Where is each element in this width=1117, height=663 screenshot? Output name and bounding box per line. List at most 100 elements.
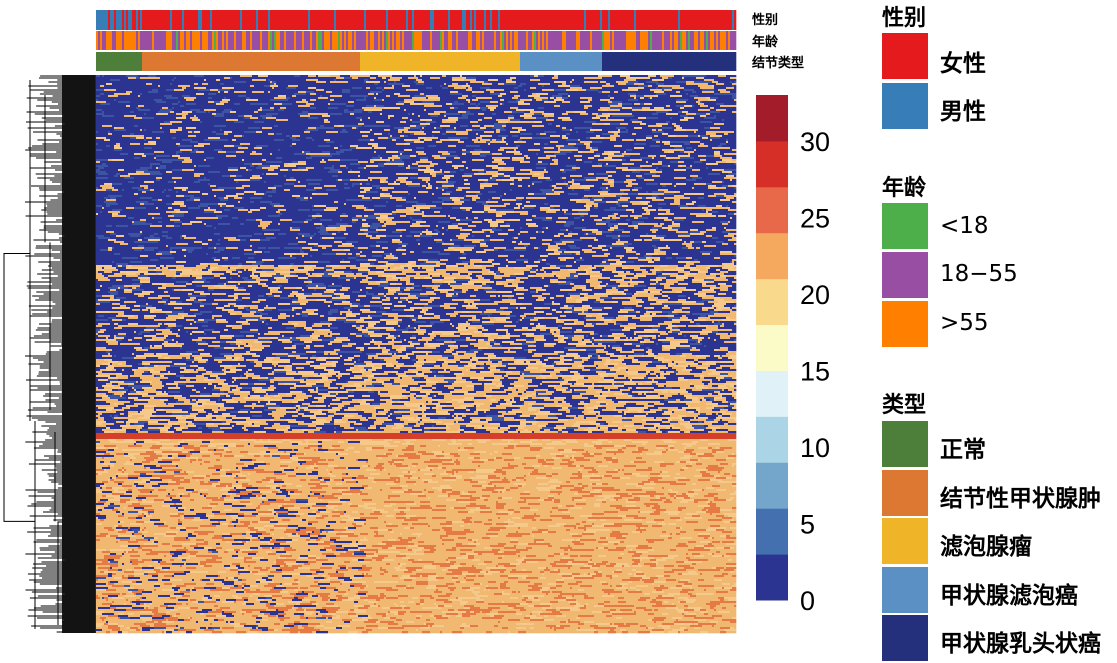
- annot-cell-gender: [272, 10, 274, 30]
- annot-cell-age: [672, 31, 674, 50]
- heatmap-cell: [472, 77, 476, 79]
- annot-cell-gender: [514, 10, 516, 30]
- annot-cell-type: [134, 52, 136, 71]
- heatmap-cell: [650, 77, 662, 79]
- heatmap-cell: [284, 75, 288, 77]
- heatmap-cell: [118, 85, 120, 87]
- annot-cell-age: [508, 31, 510, 50]
- heatmap-cell: [504, 89, 512, 91]
- heatmap-cell: [638, 89, 650, 91]
- heatmap-cell: [414, 75, 416, 77]
- heatmap-cell: [584, 79, 592, 81]
- heatmap-cell: [298, 75, 300, 77]
- heatmap-cell: [644, 79, 652, 81]
- annot-cell-gender: [204, 10, 206, 30]
- annot-cell-gender: [696, 10, 698, 30]
- annot-cell-age: [162, 31, 164, 50]
- annot-cell-gender: [178, 10, 180, 30]
- heatmap-cell: [254, 85, 260, 87]
- heatmap-cell: [452, 83, 458, 85]
- heatmap-cell: [688, 77, 696, 79]
- heatmap-cell: [424, 83, 426, 85]
- heatmap-cell: [146, 83, 152, 85]
- heatmap-cell: [724, 83, 726, 85]
- heatmap-cell: [136, 79, 148, 81]
- annot-cell-gender: [266, 10, 268, 30]
- heatmap-cell: [232, 77, 244, 79]
- annot-cell-type: [204, 52, 206, 71]
- heatmap-cell: [486, 85, 488, 87]
- heatmap-cell: [540, 77, 552, 79]
- heatmap-cell: [288, 79, 294, 81]
- heatmap-cell: [430, 75, 442, 77]
- annot-cell-age: [458, 31, 460, 50]
- heatmap-cell: [110, 79, 118, 81]
- annot-cell-type: [188, 52, 190, 71]
- heatmap-cell: [296, 77, 302, 79]
- annot-cell-age: [292, 31, 294, 50]
- annot-cell-gender: [530, 10, 532, 30]
- annot-cell-age: [424, 31, 426, 50]
- annot-cell-type: [190, 52, 192, 71]
- annot-cell-age: [514, 31, 516, 50]
- annot-cell-gender: [600, 10, 602, 30]
- heatmap-cell: [416, 79, 422, 81]
- annot-cell-age: [240, 31, 242, 50]
- heatmap-cell: [364, 89, 376, 91]
- annot-cell-age: [708, 31, 710, 50]
- heatmap-cell: [152, 83, 162, 85]
- heatmap-cell: [732, 85, 734, 87]
- annot-cell-type: [694, 52, 696, 71]
- heatmap-cell: [158, 89, 166, 91]
- annot-cell-age: [566, 31, 568, 50]
- heatmap-cell: [490, 91, 494, 93]
- annot-cell-type: [270, 52, 272, 71]
- heatmap-cell: [258, 81, 264, 83]
- annot-cell-age: [682, 31, 684, 50]
- annot-cell-age: [128, 31, 130, 50]
- annot-cell-age: [592, 31, 594, 50]
- annot-cell-age: [242, 31, 244, 50]
- heatmap-cell: [296, 87, 308, 89]
- annot-cell-gender: [614, 10, 616, 30]
- heatmap-cell: [616, 81, 628, 83]
- heatmap-cell: [554, 85, 556, 87]
- annot-cell-type: [300, 52, 302, 71]
- annot-cell-age: [720, 31, 722, 50]
- heatmap-cell: [558, 75, 570, 77]
- heatmap-cell: [380, 75, 392, 77]
- heatmap-cell: [382, 89, 384, 91]
- heatmap-cell: [376, 89, 382, 91]
- annot-cell-type: [116, 52, 118, 71]
- heatmap-cell: [126, 79, 136, 81]
- heatmap-cell: [458, 91, 470, 93]
- annot-cell-gender: [504, 10, 506, 30]
- annot-cell-type: [132, 52, 134, 71]
- annot-cell-type: [228, 52, 230, 71]
- annot-cell-gender: [376, 10, 378, 30]
- annot-cell-type: [560, 52, 562, 71]
- annot-cell-type: [530, 52, 532, 71]
- annot-cell-type: [546, 52, 548, 71]
- annot-cell-type: [234, 52, 236, 71]
- heatmap-cell: [708, 83, 716, 85]
- annot-cell-age: [170, 31, 172, 50]
- heatmap-cell: [558, 87, 570, 89]
- annot-cell-gender: [462, 10, 464, 30]
- heatmap-cell: [344, 87, 352, 89]
- annot-cell-age: [188, 31, 190, 50]
- annot-cell-age: [578, 31, 580, 50]
- heatmap-cell: [274, 87, 286, 89]
- heatmap-cell: [286, 91, 288, 93]
- annot-cell-type: [262, 52, 264, 71]
- heatmap-cell: [272, 77, 284, 79]
- annot-cell-type: [118, 52, 120, 71]
- heatmap-cell: [104, 79, 106, 81]
- heatmap-cell: [264, 77, 272, 79]
- annot-cell-age: [502, 31, 504, 50]
- annot-cell-type: [170, 52, 172, 71]
- annot-cell-age: [422, 31, 424, 50]
- annot-cell-gender: [140, 10, 142, 30]
- row-dendrogram: [4, 75, 96, 633]
- annot-cell-age: [370, 31, 372, 50]
